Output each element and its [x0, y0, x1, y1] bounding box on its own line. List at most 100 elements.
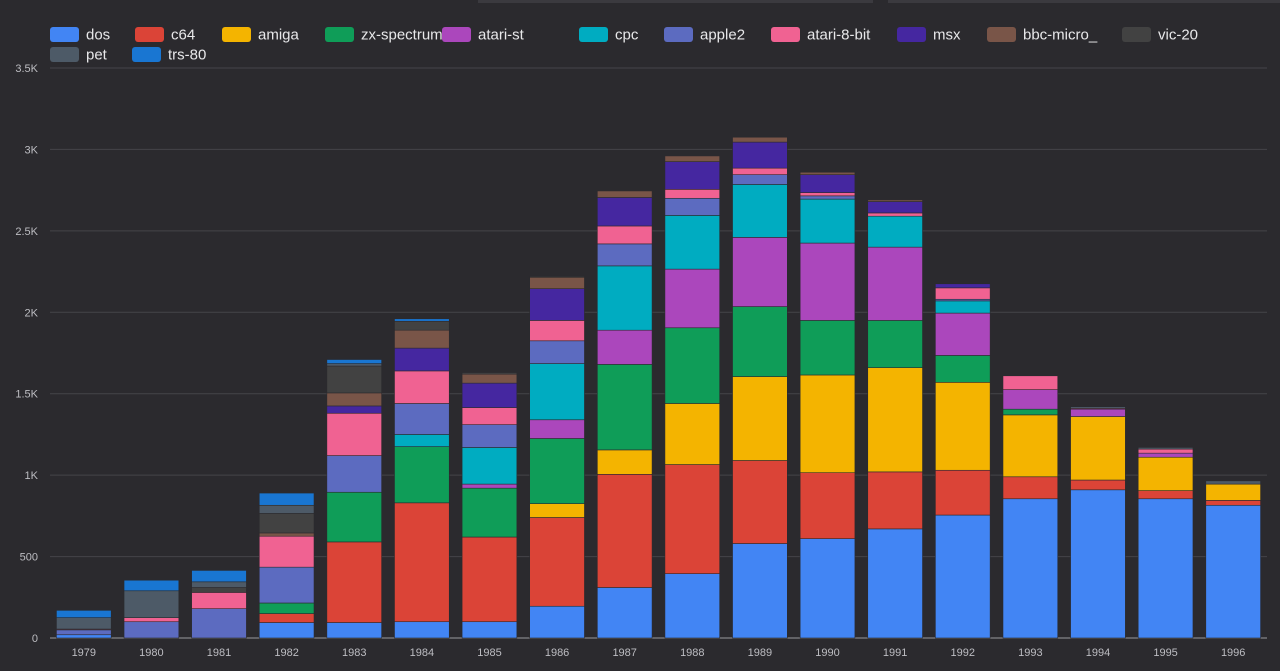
bar-segment-c64-1990[interactable] [799, 472, 856, 539]
bar-segment-trs-80-1981[interactable] [191, 570, 247, 583]
bar-segment-msx-1987[interactable] [597, 197, 653, 227]
bar-segment-bbc-micro_-1984[interactable] [394, 329, 450, 349]
bar-segment-atari-st-1990[interactable] [799, 242, 856, 321]
top-scroll-indicator[interactable] [478, 0, 873, 3]
bar-segment-c64-1987[interactable] [597, 474, 653, 588]
bar-segment-bbc-micro_-1986[interactable] [529, 276, 585, 289]
bar-segment-msx-1986[interactable] [529, 288, 585, 321]
bar-segment-dos-1991[interactable] [867, 528, 923, 639]
bar-segment-c64-1995[interactable] [1137, 490, 1194, 500]
bar-segment-trs-80-1982[interactable] [258, 492, 315, 506]
bar-segment-msx-1991[interactable] [867, 201, 923, 214]
bar-segment-vic-20-1986[interactable] [529, 276, 585, 278]
legend-item-apple2[interactable]: apple2 [664, 27, 745, 44]
bar-segment-atari-8-bit-1988[interactable] [664, 189, 720, 199]
bar-segment-zx-spectrum-1984[interactable] [394, 446, 450, 504]
bar-segment-c64-1985[interactable] [461, 536, 518, 623]
bar-segment-cpc-1987[interactable] [597, 265, 653, 331]
bar-segment-atari-st-1993[interactable] [1002, 389, 1059, 410]
bar-segment-dos-1988[interactable] [664, 573, 720, 639]
bar-segment-vic-20-1984[interactable] [394, 320, 450, 331]
bar-stack-1996[interactable] [1205, 480, 1261, 639]
bar-segment-apple2-1982[interactable] [258, 566, 315, 604]
bar-segment-atari-8-bit-1981[interactable] [191, 592, 247, 609]
bar-segment-atari-8-bit-1991[interactable] [867, 212, 923, 217]
bar-segment-vic-20-1985[interactable] [461, 372, 518, 375]
bar-segment-apple2-1990[interactable] [799, 195, 856, 200]
bar-segment-c64-1986[interactable] [529, 517, 585, 607]
bar-segment-amiga-1992[interactable] [935, 382, 991, 471]
bar-segment-dos-1996[interactable] [1205, 504, 1261, 639]
bar-segment-msx-1989[interactable] [732, 141, 788, 169]
bar-segment-c64-1994[interactable] [1070, 479, 1126, 491]
bar-stack-1989[interactable] [732, 136, 788, 639]
bar-segment-pet-1982[interactable] [258, 504, 315, 514]
bar-segment-apple2-1985[interactable] [461, 424, 518, 448]
bar-segment-zx-spectrum-1987[interactable] [597, 364, 653, 451]
bar-stack-1980[interactable] [123, 579, 180, 639]
bar-segment-zx-spectrum-1986[interactable] [529, 438, 585, 504]
bar-segment-atari-8-bit-1986[interactable] [529, 320, 585, 342]
bar-segment-atari-8-bit-1983[interactable] [326, 412, 382, 456]
bar-segment-atari-8-bit-1984[interactable] [394, 370, 450, 404]
bar-segment-amiga-1988[interactable] [664, 403, 720, 465]
legend-item-atari-st[interactable]: atari-st [442, 27, 525, 44]
bar-segment-atari-8-bit-1989[interactable] [732, 167, 788, 175]
bar-segment-dos-1990[interactable] [799, 538, 856, 639]
legend-item-msx[interactable]: msx [897, 27, 961, 44]
bar-segment-atari-8-bit-1995[interactable] [1137, 448, 1194, 454]
bar-stack-1994[interactable] [1070, 406, 1126, 639]
bar-segment-amiga-1986[interactable] [529, 503, 585, 518]
bar-segment-cpc-1986[interactable] [529, 363, 585, 421]
bar-segment-c64-1993[interactable] [1002, 476, 1059, 500]
legend-item-vic-20[interactable]: vic-20 [1122, 27, 1198, 44]
bar-segment-dos-1984[interactable] [394, 621, 450, 639]
bar-segment-atari-st-1994[interactable] [1070, 408, 1126, 417]
bar-segment-bbc-micro_-1989[interactable] [732, 136, 788, 143]
bar-segment-atari-st-1992[interactable] [935, 312, 991, 356]
bar-segment-bbc-micro_-1991[interactable] [867, 199, 923, 202]
bar-segment-dos-1995[interactable] [1137, 498, 1194, 639]
bar-segment-atari-8-bit-1992[interactable] [935, 287, 991, 300]
bar-segment-bbc-micro_-1985[interactable] [461, 373, 518, 384]
bar-stack-1988[interactable] [664, 155, 720, 639]
bar-segment-atari-st-1987[interactable] [597, 329, 653, 365]
bar-segment-bbc-micro_-1982[interactable] [258, 532, 315, 537]
legend-item-trs-80[interactable]: trs-80 [132, 47, 206, 64]
bar-segment-dos-1992[interactable] [935, 514, 991, 639]
bar-segment-c64-1991[interactable] [867, 471, 923, 530]
bar-segment-zx-spectrum-1992[interactable] [935, 355, 991, 383]
legend-item-amiga[interactable]: amiga [222, 27, 300, 44]
bar-segment-atari-st-1988[interactable] [664, 268, 720, 329]
bar-segment-atari-8-bit-1990[interactable] [799, 192, 856, 197]
bar-segment-trs-80-1984[interactable] [394, 318, 450, 322]
bar-segment-apple2-1987[interactable] [597, 243, 653, 267]
bar-segment-cpc-1984[interactable] [394, 434, 450, 447]
bar-segment-atari-8-bit-1980[interactable] [123, 617, 180, 623]
legend-item-zx-spectrum[interactable]: zx-spectrum [325, 27, 443, 44]
bar-segment-pet-1995[interactable] [1137, 447, 1194, 450]
bar-segment-amiga-1996[interactable] [1205, 483, 1261, 501]
bar-stack-1991[interactable] [867, 199, 923, 639]
bar-segment-apple2-1980[interactable] [123, 621, 180, 639]
bar-segment-msx-1992[interactable] [935, 283, 991, 289]
bar-segment-bbc-micro_-1990[interactable] [799, 171, 856, 175]
bar-segment-pet-1994[interactable] [1070, 406, 1126, 409]
bar-segment-apple2-1988[interactable] [664, 197, 720, 216]
bar-segment-zx-spectrum-1991[interactable] [867, 320, 923, 368]
bar-segment-dos-1987[interactable] [597, 587, 653, 639]
top-scroll-indicator-right[interactable] [888, 0, 1280, 3]
bar-segment-vic-20-1982[interactable] [258, 513, 315, 534]
bar-segment-c64-1982[interactable] [258, 613, 315, 623]
bar-segment-atari-8-bit-1987[interactable] [597, 225, 653, 245]
bar-segment-zx-spectrum-1982[interactable] [258, 602, 315, 614]
bar-segment-msx-1984[interactable] [394, 347, 450, 372]
bar-segment-c64-1989[interactable] [732, 460, 788, 544]
bar-segment-amiga-1993[interactable] [1002, 414, 1059, 478]
bar-stack-1986[interactable] [529, 276, 585, 639]
legend-item-dos[interactable]: dos [50, 27, 110, 44]
bar-stack-1981[interactable] [191, 570, 247, 639]
legend-item-pet[interactable]: pet [50, 47, 108, 64]
bar-segment-trs-80-1979[interactable] [56, 610, 112, 618]
bar-stack-1982[interactable] [258, 492, 315, 639]
